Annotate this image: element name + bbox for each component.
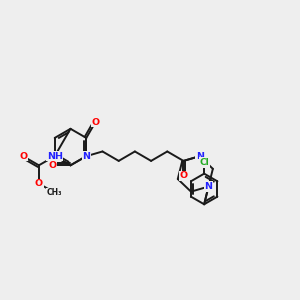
Text: NH: NH bbox=[47, 152, 63, 161]
Text: N: N bbox=[205, 182, 212, 191]
Text: CH₃: CH₃ bbox=[47, 188, 62, 197]
Text: O: O bbox=[19, 152, 27, 161]
Text: N: N bbox=[196, 152, 204, 161]
Text: O: O bbox=[48, 161, 56, 170]
Text: Cl: Cl bbox=[199, 158, 209, 167]
Text: N: N bbox=[82, 152, 90, 161]
Text: O: O bbox=[92, 118, 100, 127]
Text: O: O bbox=[179, 171, 188, 180]
Text: O: O bbox=[35, 179, 43, 188]
